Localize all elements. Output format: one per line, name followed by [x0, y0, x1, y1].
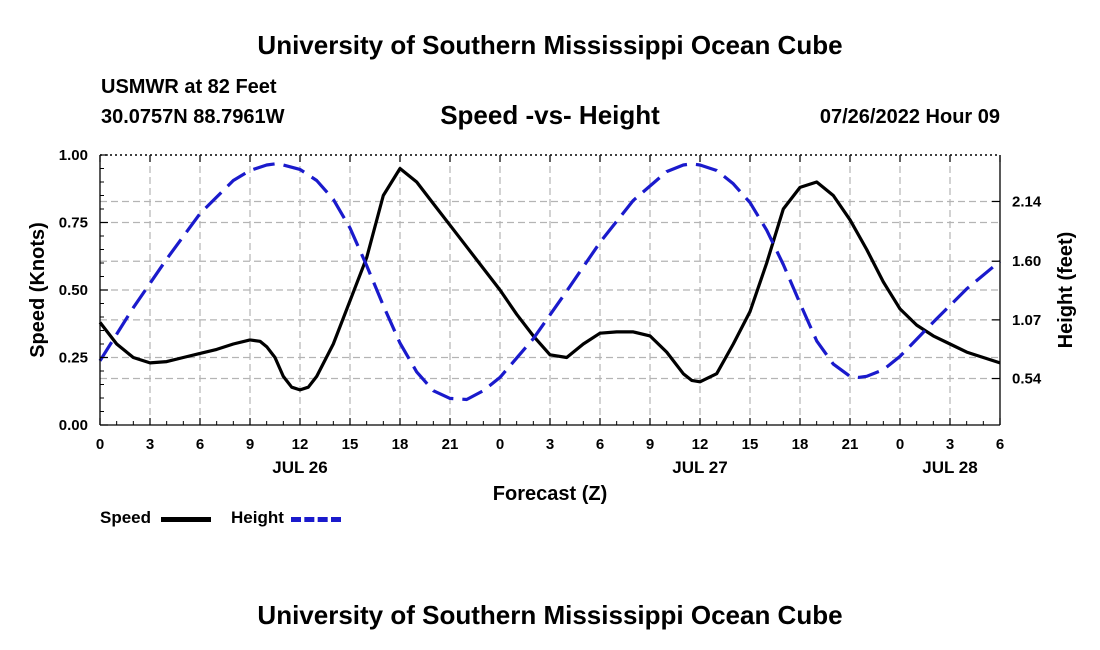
station-name: USMWR at 82 Feet	[101, 76, 277, 98]
x-tick-label: 12	[692, 436, 709, 453]
y-left-tick-label: 0.25	[59, 350, 88, 367]
y-right-tick-label: 0.54	[1012, 371, 1042, 388]
x-tick-label: 0	[96, 436, 104, 453]
speed-line	[98, 166, 1001, 392]
page-title: University of Southern Mississippi Ocean…	[257, 30, 843, 60]
date-label: JUL 26	[272, 458, 327, 477]
height-line	[98, 162, 1002, 402]
y-right-tick-label: 1.07	[1012, 312, 1041, 329]
date-label: JUL 27	[672, 458, 727, 477]
x-tick-label: 9	[646, 436, 654, 453]
x-tick-label: 12	[292, 436, 309, 453]
x-tick-label: 0	[496, 436, 504, 453]
x-tick-label: 6	[596, 436, 604, 453]
series-layer	[98, 162, 1002, 402]
x-tick-label: 9	[246, 436, 254, 453]
x-tick-label: 21	[442, 436, 459, 453]
grid	[100, 155, 1000, 425]
footer-title: University of Southern Mississippi Ocean…	[257, 600, 843, 630]
legend-height-label: Height	[231, 508, 284, 527]
x-tick-label: 0	[896, 436, 904, 453]
axes: 0 3 6 9 12 15 18 21 0 3 6 9 12 15 18 21 0 3 6 JUL 26 JUL 27 J…	[27, 147, 1077, 505]
y-left-tick-label: 0.00	[59, 417, 88, 434]
y-right-tick-label: 1.60	[1012, 253, 1041, 270]
y-left-tick-label: 0.75	[59, 215, 88, 232]
x-axis-title: Forecast (Z)	[493, 483, 607, 505]
y-right-axis-title: Height (feet)	[1055, 232, 1077, 349]
x-tick-label: 15	[742, 436, 759, 453]
x-tick-label: 6	[996, 436, 1004, 453]
x-tick-label: 15	[342, 436, 359, 453]
forecast-timestamp: 07/26/2022 Hour 09	[819, 106, 1000, 128]
x-tick-label: 21	[842, 436, 859, 453]
x-tick-label: 3	[546, 436, 554, 453]
y-left-tick-label: 0.50	[59, 282, 88, 299]
chart-title: Speed -vs- Height	[440, 100, 660, 130]
x-tick-label: 18	[792, 436, 809, 453]
x-tick-label: 6	[196, 436, 204, 453]
legend-speed-swatch	[161, 517, 211, 522]
y-right-tick-label: 2.14	[1012, 193, 1042, 210]
x-tick-label: 18	[392, 436, 409, 453]
y-left-axis-title: Speed (Knots)	[27, 222, 49, 358]
x-tick-label: 3	[146, 436, 154, 453]
legend-height-swatch	[291, 517, 341, 522]
x-tick-label: 3	[946, 436, 954, 453]
date-label: JUL 28	[922, 458, 977, 477]
legend-speed-label: Speed	[100, 508, 152, 527]
y-left-tick-label: 1.00	[59, 147, 88, 164]
station-coordinates: 30.0757N 88.7961W	[101, 106, 285, 128]
